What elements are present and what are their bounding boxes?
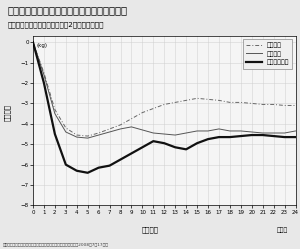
- Text: 調査期間: 調査期間: [142, 226, 158, 233]
- Legend: 低指肪法, 地中海法, 低炭水化物法: 低指肪法, 地中海法, 低炭水化物法: [243, 39, 292, 68]
- Text: （月）: （月）: [277, 227, 288, 233]
- Text: 各ダイエットグループにおけと2年間の体重変化: 各ダイエットグループにおけと2年間の体重変化: [8, 21, 104, 28]
- Text: 体重変化: 体重変化: [4, 104, 11, 121]
- Text: 資料：『ニューイングランド・ジャーナル・オブ・メディスン』2008年7朆17日号: 資料：『ニューイングランド・ジャーナル・オブ・メディスン』2008年7朆17日号: [3, 243, 109, 247]
- Text: ダイエット効果がもっとも高い低炭水化物食: ダイエット効果がもっとも高い低炭水化物食: [8, 5, 127, 15]
- Text: (kg): (kg): [36, 43, 47, 48]
